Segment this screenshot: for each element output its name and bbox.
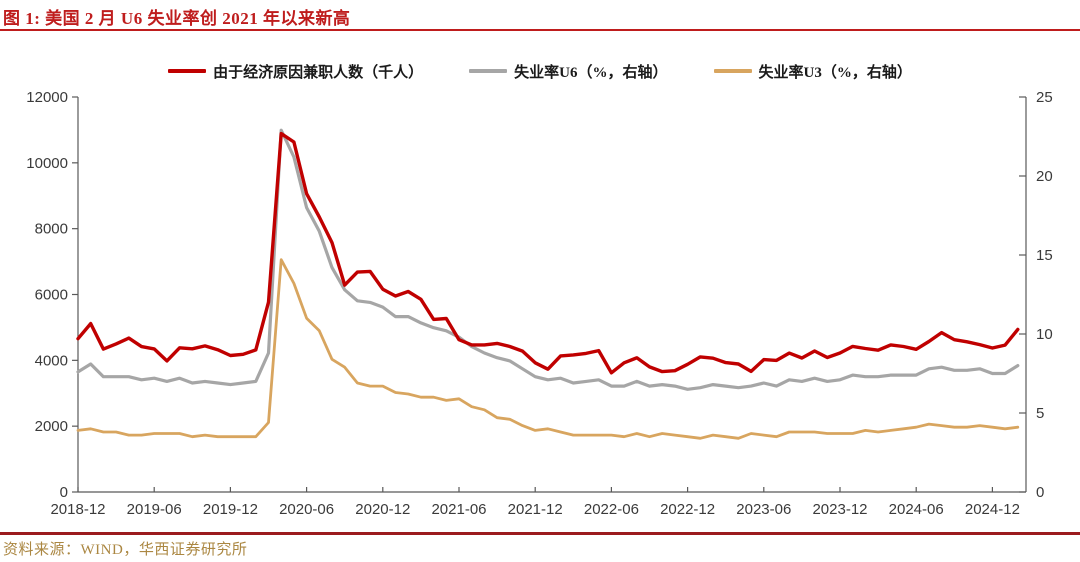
axes — [77, 97, 1027, 493]
x-tick-label: 2018-12 — [50, 501, 105, 518]
legend-item-pter: 由于经济原因兼职人数（千人） — [168, 61, 423, 82]
figure-title: 图 1: 美国 2 月 U6 失业率创 2021 年以来新高 — [3, 9, 351, 28]
y-left-tick-label: 8000 — [35, 221, 68, 238]
chart-legend: 由于经济原因兼职人数（千人） 失业率U6（%，右轴） 失业率U3（%，右轴） — [0, 58, 1080, 84]
series-pter-line — [76, 131, 1020, 375]
legend-item-u3: 失业率U3（%，右轴） — [713, 61, 912, 82]
x-tick-label: 2024-12 — [965, 501, 1020, 518]
x-tick-label: 2021-06 — [431, 501, 486, 518]
y-left-tick-label: 4000 — [35, 352, 68, 369]
y-right-tick-label: 20 — [1036, 168, 1053, 185]
y-left-tick-label: 2000 — [35, 418, 68, 435]
x-tick-label: 2020-12 — [355, 501, 410, 518]
x-tick-label: 2019-12 — [203, 501, 258, 518]
x-tick-label: 2022-12 — [660, 501, 715, 518]
legend-label-u6: 失业率U6（%，右轴） — [514, 64, 668, 81]
x-tick-label: 2022-06 — [584, 501, 639, 518]
y-left-tick-label: 12000 — [26, 89, 68, 106]
x-tick-label: 2024-06 — [889, 501, 944, 518]
legend-item-u6: 失业率U6（%，右轴） — [469, 61, 668, 82]
series-u3-line — [76, 258, 1020, 440]
x-tick-label: 2020-06 — [279, 501, 334, 518]
footer-rule — [0, 532, 1080, 535]
gray-line-swatch-icon — [469, 69, 508, 73]
y-right-tick-label: 10 — [1036, 326, 1053, 343]
y-left-tick-label: 0 — [60, 484, 68, 501]
x-axis: 2018-12 2019-06 2019-12 2020-06 2020-12 2021-… — [50, 487, 1020, 518]
y-right-tick-label: 15 — [1036, 247, 1053, 264]
red-line-swatch-icon — [168, 69, 207, 73]
source-note: 资料来源：WIND，华西证券研究所 — [3, 542, 248, 558]
y-right-tick-label: 5 — [1036, 405, 1044, 422]
x-tick-label: 2023-06 — [736, 501, 791, 518]
y-left-tick-label: 6000 — [35, 287, 68, 304]
y-axis-right: 0 5 10 15 20 25 — [1019, 89, 1053, 501]
line-chart: 0 2000 4000 6000 8000 10000 12000 0 5 10 15 20 25 201… — [0, 88, 1080, 540]
y-left-tick-label: 10000 — [26, 155, 68, 172]
line-chart-canvas: 0 2000 4000 6000 8000 10000 12000 0 5 10 15 20 25 201… — [26, 89, 1053, 518]
x-tick-label: 2019-06 — [127, 501, 182, 518]
y-right-tick-label: 0 — [1036, 484, 1044, 501]
series-u6-line — [76, 128, 1020, 391]
x-tick-label: 2021-12 — [508, 501, 563, 518]
y-axis-left: 0 2000 4000 6000 8000 10000 12000 — [26, 89, 78, 501]
y-right-tick-label: 25 — [1036, 89, 1053, 106]
legend-label-u3: 失业率U3（%，右轴） — [758, 64, 912, 81]
x-tick-label: 2023-12 — [812, 501, 867, 518]
title-underline-rule — [0, 29, 1080, 31]
legend-label-pter: 由于经济原因兼职人数（千人） — [213, 64, 424, 81]
tan-line-swatch-icon — [713, 69, 752, 73]
